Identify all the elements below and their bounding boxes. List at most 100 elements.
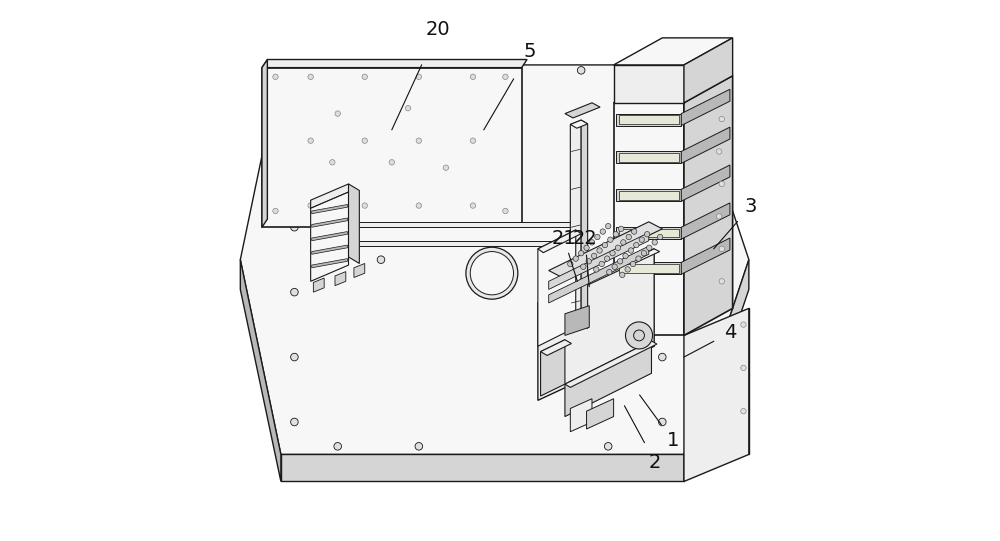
- Circle shape: [416, 74, 422, 80]
- Circle shape: [584, 245, 589, 250]
- Circle shape: [618, 226, 624, 232]
- Polygon shape: [312, 232, 347, 241]
- Polygon shape: [619, 115, 679, 124]
- Circle shape: [594, 267, 599, 272]
- Polygon shape: [262, 60, 527, 68]
- Circle shape: [605, 223, 611, 229]
- Circle shape: [589, 240, 595, 245]
- Circle shape: [415, 67, 423, 74]
- Circle shape: [470, 252, 514, 295]
- Circle shape: [362, 138, 367, 143]
- Polygon shape: [616, 262, 681, 274]
- Circle shape: [626, 234, 631, 240]
- Polygon shape: [541, 340, 571, 355]
- Polygon shape: [311, 184, 349, 208]
- Polygon shape: [570, 120, 588, 128]
- Polygon shape: [330, 221, 332, 228]
- Circle shape: [273, 74, 278, 80]
- Circle shape: [291, 223, 298, 231]
- Circle shape: [636, 256, 641, 261]
- Circle shape: [634, 330, 644, 341]
- Circle shape: [389, 160, 395, 165]
- Polygon shape: [538, 249, 654, 400]
- Polygon shape: [312, 204, 347, 214]
- Polygon shape: [332, 222, 587, 227]
- Polygon shape: [332, 241, 587, 246]
- Circle shape: [610, 250, 615, 256]
- Circle shape: [308, 203, 313, 208]
- Circle shape: [273, 208, 278, 214]
- Polygon shape: [240, 65, 749, 454]
- Polygon shape: [681, 238, 730, 274]
- Text: 4: 4: [724, 323, 736, 342]
- Circle shape: [586, 259, 591, 264]
- Circle shape: [612, 264, 617, 269]
- Circle shape: [659, 159, 666, 166]
- Circle shape: [334, 67, 341, 74]
- Circle shape: [659, 223, 666, 231]
- Circle shape: [602, 242, 608, 248]
- Polygon shape: [587, 399, 614, 429]
- Circle shape: [503, 74, 508, 80]
- Circle shape: [604, 443, 612, 450]
- Polygon shape: [312, 259, 347, 268]
- Polygon shape: [616, 114, 681, 126]
- Circle shape: [644, 232, 650, 237]
- Circle shape: [719, 246, 725, 252]
- Circle shape: [657, 234, 663, 240]
- Circle shape: [330, 160, 335, 165]
- Polygon shape: [614, 103, 684, 335]
- Polygon shape: [684, 38, 733, 103]
- Circle shape: [604, 256, 610, 261]
- Circle shape: [577, 67, 585, 74]
- Circle shape: [647, 245, 652, 250]
- Polygon shape: [684, 76, 733, 335]
- Polygon shape: [570, 399, 592, 432]
- Polygon shape: [538, 230, 576, 346]
- Circle shape: [443, 165, 449, 170]
- Circle shape: [291, 288, 298, 296]
- Polygon shape: [614, 65, 684, 103]
- Polygon shape: [614, 38, 733, 65]
- Polygon shape: [614, 76, 733, 103]
- Polygon shape: [354, 263, 365, 278]
- Polygon shape: [330, 240, 332, 247]
- Polygon shape: [312, 245, 347, 254]
- Polygon shape: [565, 103, 600, 118]
- Text: 1: 1: [667, 431, 679, 451]
- Polygon shape: [349, 184, 359, 263]
- Circle shape: [659, 418, 666, 426]
- Circle shape: [470, 203, 476, 208]
- Circle shape: [641, 250, 647, 256]
- Polygon shape: [538, 230, 581, 253]
- Circle shape: [600, 229, 605, 234]
- Polygon shape: [549, 222, 662, 278]
- Text: 3: 3: [744, 197, 757, 216]
- Polygon shape: [312, 218, 347, 227]
- Polygon shape: [619, 229, 679, 237]
- Polygon shape: [619, 191, 679, 200]
- Circle shape: [719, 116, 725, 122]
- Circle shape: [623, 253, 628, 259]
- Circle shape: [613, 232, 618, 237]
- Circle shape: [659, 353, 666, 361]
- Circle shape: [741, 365, 746, 371]
- Polygon shape: [262, 60, 267, 227]
- Polygon shape: [549, 233, 649, 289]
- Circle shape: [659, 94, 666, 101]
- Circle shape: [496, 67, 504, 74]
- Circle shape: [416, 203, 422, 208]
- Circle shape: [597, 248, 602, 253]
- Circle shape: [639, 237, 644, 242]
- Circle shape: [631, 229, 637, 234]
- Polygon shape: [549, 246, 649, 303]
- Polygon shape: [616, 189, 681, 201]
- Circle shape: [470, 74, 476, 80]
- Circle shape: [719, 279, 725, 284]
- Circle shape: [716, 149, 722, 154]
- Polygon shape: [565, 341, 651, 417]
- Circle shape: [581, 264, 586, 269]
- Circle shape: [617, 259, 623, 264]
- Circle shape: [466, 247, 518, 299]
- Polygon shape: [619, 264, 679, 273]
